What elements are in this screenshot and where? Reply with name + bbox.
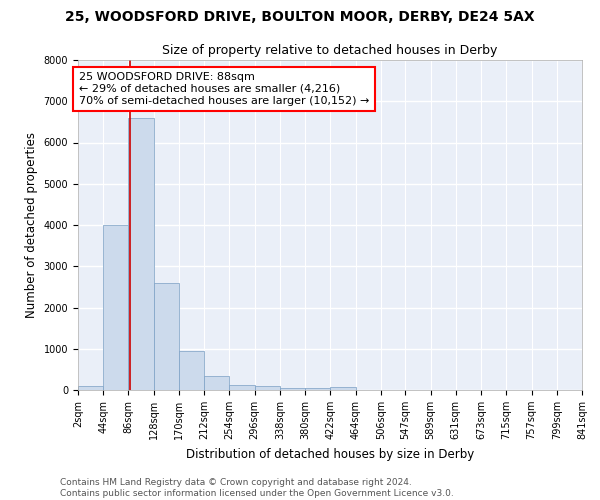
Bar	[128, 118, 154, 390]
Text: 25, WOODSFORD DRIVE, BOULTON MOOR, DERBY, DE24 5AX: 25, WOODSFORD DRIVE, BOULTON MOOR, DERBY…	[65, 10, 535, 24]
Text: 25 WOODSFORD DRIVE: 88sqm
← 29% of detached houses are smaller (4,216)
70% of se: 25 WOODSFORD DRIVE: 88sqm ← 29% of detac…	[79, 72, 369, 106]
Y-axis label: Number of detached properties: Number of detached properties	[25, 132, 38, 318]
Bar	[280, 388, 305, 390]
Bar	[331, 387, 356, 390]
Bar	[229, 384, 254, 390]
Bar	[254, 386, 280, 390]
Bar	[103, 225, 128, 390]
Bar	[179, 351, 204, 390]
Text: Contains HM Land Registry data © Crown copyright and database right 2024.
Contai: Contains HM Land Registry data © Crown c…	[60, 478, 454, 498]
Bar	[305, 388, 331, 390]
Bar	[154, 283, 179, 390]
X-axis label: Distribution of detached houses by size in Derby: Distribution of detached houses by size …	[186, 448, 474, 460]
Title: Size of property relative to detached houses in Derby: Size of property relative to detached ho…	[163, 44, 497, 58]
Bar	[204, 376, 229, 390]
Bar	[78, 386, 103, 390]
